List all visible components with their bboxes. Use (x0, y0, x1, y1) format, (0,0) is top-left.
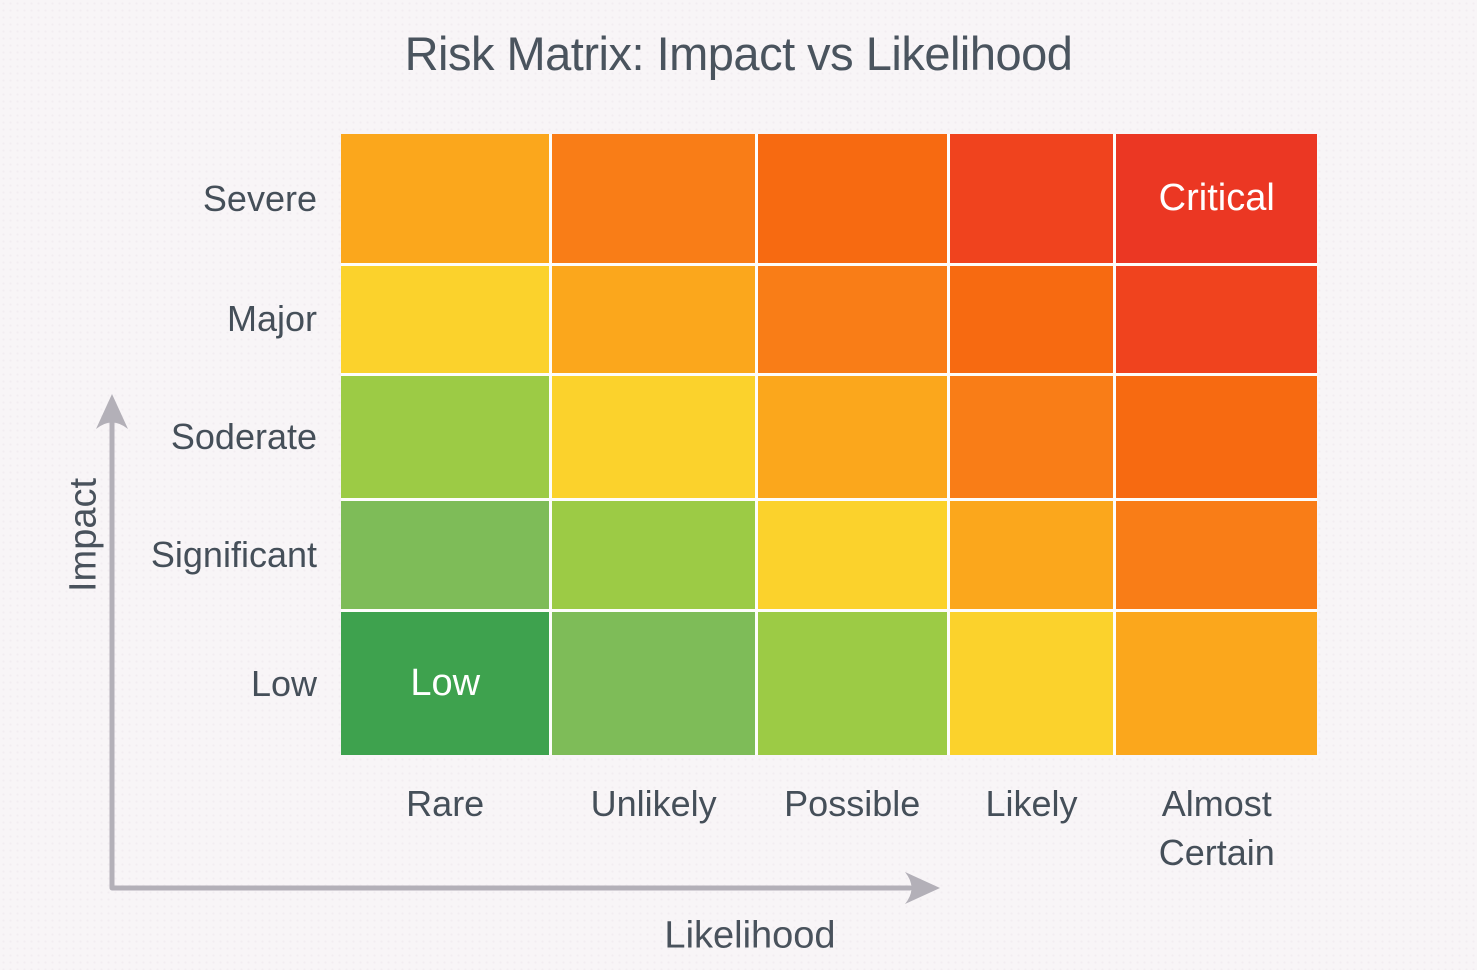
matrix-cell (949, 500, 1114, 610)
x-axis-title: Likelihood (664, 914, 836, 957)
chart-title: Risk Matrix: Impact vs Likelihood (404, 27, 1073, 80)
x-tick-label: Likely (985, 783, 1078, 824)
x-tick-label: Unlikely (590, 783, 717, 824)
matrix-cell (552, 500, 755, 610)
y-tick-label: Low (250, 662, 317, 704)
matrix-cell (949, 266, 1114, 373)
matrix-cell (341, 266, 550, 373)
risk-matrix-grid: Critical Low (341, 134, 1317, 755)
matrix-cell (1116, 500, 1317, 610)
y-tick-label: Severe (202, 177, 317, 219)
y-tick-label: Soderate (170, 415, 317, 457)
matrix-cell (949, 375, 1114, 498)
x-axis-tick-labels: Rare Unlikely Possible Likely Almost Certain (341, 780, 1317, 910)
x-tick-label: Possible (784, 783, 921, 824)
matrix-cell (757, 612, 947, 755)
matrix-cell: Critical (1116, 134, 1317, 264)
matrix-cell (757, 500, 947, 610)
matrix-cell (1116, 375, 1317, 498)
matrix-cell (341, 500, 550, 610)
matrix-cell (552, 266, 755, 373)
y-tick-label: Major (226, 298, 317, 340)
y-tick-label: Significant (150, 533, 317, 575)
matrix-cell (552, 375, 755, 498)
x-tick-label: Rare (406, 783, 485, 824)
matrix-cell (949, 134, 1114, 264)
cell-label: Critical (1158, 177, 1275, 220)
y-axis-title: Impact (62, 477, 105, 593)
matrix-cell (552, 612, 755, 755)
cell-label: Low (410, 662, 481, 705)
matrix-cell (341, 134, 550, 264)
matrix-cell: Low (341, 612, 550, 755)
matrix-cell (757, 266, 947, 373)
y-axis-tick-labels: Severe Major Soderate Significant Low (0, 134, 317, 755)
matrix-cell (757, 134, 947, 264)
matrix-cell (1116, 612, 1317, 755)
matrix-cell (1116, 266, 1317, 373)
matrix-cell (757, 375, 947, 498)
x-tick-label: Almost Certain (1158, 783, 1275, 873)
matrix-cell (552, 134, 755, 264)
matrix-cell (949, 612, 1114, 755)
matrix-cell (341, 375, 550, 498)
